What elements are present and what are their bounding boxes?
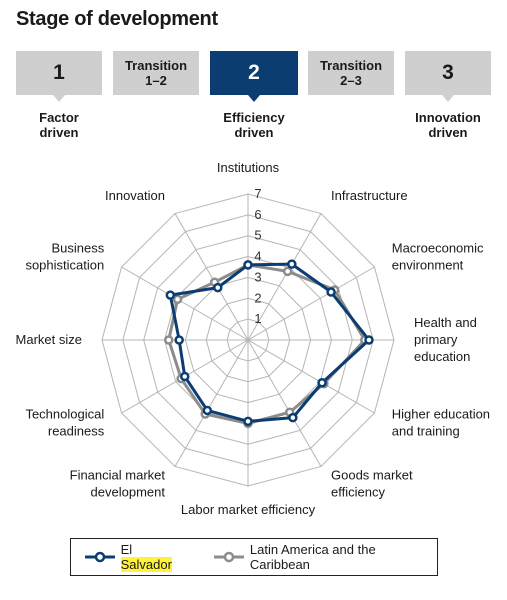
data-point xyxy=(326,287,336,297)
data-point xyxy=(174,335,184,345)
stage-1-pointer xyxy=(53,95,65,102)
data-point xyxy=(180,371,190,382)
data-point xyxy=(282,266,293,277)
transition-1-2-line2: 1–2 xyxy=(145,73,167,88)
transition-2-3-box: Transition 2–3 xyxy=(308,51,394,95)
transition-2-3-line1: Transition xyxy=(319,58,383,73)
grid-spoke xyxy=(121,266,249,341)
tick-label: 4 xyxy=(254,249,261,264)
transition-2-3-line2: 2–3 xyxy=(340,73,362,88)
stage-2-box: 2 xyxy=(210,51,298,95)
grid-spoke xyxy=(174,213,249,341)
data-point xyxy=(287,259,297,269)
data-point xyxy=(163,335,174,345)
tick-label: 3 xyxy=(254,269,261,284)
stage-3-pointer xyxy=(442,95,454,102)
legend-item-el-salvador: El Salvador xyxy=(85,542,186,572)
innovation-driven-label: Innovation driven xyxy=(415,110,481,140)
data-point xyxy=(288,412,298,423)
data-point xyxy=(213,282,223,293)
legend-label-latin-america: Latin America and the Caribbean xyxy=(249,542,376,572)
data-point xyxy=(243,416,253,427)
axis-label: Financial market development xyxy=(70,467,166,499)
data-point xyxy=(165,290,176,300)
axis-label: Infrastructure xyxy=(331,188,408,203)
tick-label: 7 xyxy=(254,186,261,201)
grid-spoke xyxy=(247,339,375,414)
chart-legend: El Salvador Latin America and the Caribb… xyxy=(70,538,438,576)
stage-1-box: 1 xyxy=(16,51,102,95)
stage-1-number: 1 xyxy=(53,61,65,84)
efficiency-driven-label: Efficiency driven xyxy=(223,110,285,140)
axis-label: Labor market efficiency xyxy=(181,502,316,517)
axis-label: Goods market efficiency xyxy=(331,467,413,499)
radar-chart: 1 2 3 4 5 6 7 Institutions Infrastructure Macroec… xyxy=(16,160,491,517)
data-point xyxy=(172,294,183,305)
data-point xyxy=(364,335,374,345)
legend-swatch-latin-america xyxy=(214,551,244,563)
data-point xyxy=(243,260,253,270)
data-point xyxy=(202,405,213,416)
grid-spoke xyxy=(247,266,375,341)
axis-label: Innovation xyxy=(105,188,165,203)
legend-swatch-el-salvador xyxy=(85,551,115,563)
stage-2-pointer xyxy=(248,95,260,102)
transition-1-2-line1: Transition xyxy=(124,58,188,73)
data-point xyxy=(317,378,327,388)
tick-label: 6 xyxy=(254,207,261,222)
axis-label: Technological readiness xyxy=(25,407,104,439)
tick-label: 1 xyxy=(254,311,261,326)
stage-3-number: 3 xyxy=(442,61,454,84)
tick-label: 2 xyxy=(254,290,261,305)
axis-label: Macroeconomic environment xyxy=(392,241,484,273)
axis-label: Health and primary education xyxy=(414,315,477,364)
stage-3-box: 3 xyxy=(405,51,491,95)
tick-label: 5 xyxy=(254,228,261,243)
axis-label: Institutions xyxy=(217,160,280,175)
axis-label: Market size xyxy=(16,332,82,347)
grid-spoke xyxy=(247,339,322,467)
transition-1-2-box: Transition 1–2 xyxy=(113,51,199,95)
grid-spoke xyxy=(174,339,249,467)
axis-label: Higher education and training xyxy=(392,407,490,439)
stage-2-number: 2 xyxy=(248,61,260,84)
page-title: Stage of development xyxy=(16,8,218,30)
factor-driven-label: Factor driven xyxy=(39,110,79,140)
legend-label-el-salvador: El Salvador xyxy=(120,542,172,572)
stage-row: 1 Transition 1–2 2 Transition 2–3 3 xyxy=(0,51,507,95)
axis-label: Business sophistication xyxy=(25,241,104,273)
legend-item-latin-america: Latin America and the Caribbean xyxy=(214,542,437,572)
grid-spoke xyxy=(247,213,322,341)
